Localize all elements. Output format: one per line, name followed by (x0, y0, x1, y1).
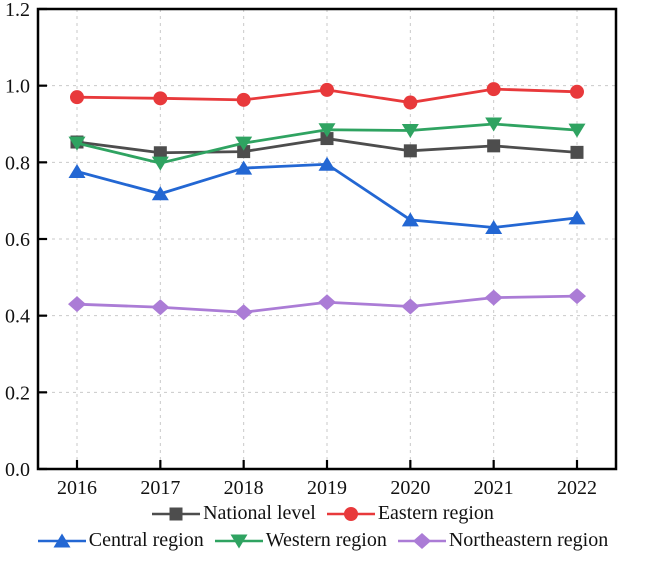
triangle-up-marker (568, 210, 586, 225)
square-marker (169, 507, 183, 520)
triangle-up-marker (68, 164, 86, 179)
y-tick-label: 1.2 (5, 0, 30, 21)
circle-marker (153, 91, 168, 106)
square-marker (487, 139, 501, 153)
diamond-marker (412, 532, 431, 549)
square-marker-icon (152, 507, 201, 520)
diamond-marker (484, 289, 503, 306)
y-tick-label: 0.0 (5, 459, 30, 481)
triangle-up-marker (401, 212, 419, 227)
diamond-marker (151, 299, 170, 316)
series-central-region (68, 156, 586, 234)
triangle-up-marker (235, 160, 253, 175)
x-tick-label: 2022 (557, 477, 597, 499)
series-eastern-region (70, 82, 584, 110)
square-marker (237, 145, 251, 159)
x-tick-label: 2016 (57, 477, 97, 499)
circle-marker (486, 82, 501, 97)
legend-item-northeastern-region: Northeastern region (397, 529, 608, 552)
series-line (76, 162, 578, 229)
legend-label-eastern-region: Eastern region (377, 502, 494, 524)
legend-item-national-level: National level (151, 502, 316, 525)
triangle-up-marker-icon (37, 533, 86, 547)
circle-marker (570, 84, 584, 99)
square-marker (153, 146, 167, 160)
triangle-down-marker (230, 534, 248, 548)
x-tick-label: 2021 (474, 477, 514, 499)
circle-marker (236, 92, 251, 107)
circle-marker-icon (326, 506, 375, 521)
plot-area: 0.0 0.2 0.4 0.6 0.8 1.0 1.2 2016 2017 2018 2019 202… (5, 0, 618, 499)
diamond-marker-icon (397, 532, 446, 549)
square-marker (403, 144, 417, 158)
square-marker (320, 132, 334, 146)
legend-label-western-region: Western region (265, 529, 387, 551)
triangle-down-marker (235, 136, 253, 151)
y-tick-label: 0.6 (5, 229, 30, 251)
diamond-marker (68, 296, 86, 313)
x-tick-label: 2019 (307, 477, 347, 499)
x-tick-label: 2017 (140, 477, 180, 499)
legend-row-top: National level Eastern region (151, 502, 494, 525)
x-tick-label: 2018 (224, 477, 264, 499)
triangle-up-marker (485, 220, 503, 234)
square-marker (570, 145, 584, 159)
legend-row-bottom: Central region Western region Northeaste… (37, 529, 608, 552)
triangle-down-marker (68, 136, 86, 151)
triangle-down-marker-icon (214, 534, 263, 548)
x-tick-label: 2020 (390, 477, 430, 499)
y-tick-label: 1.0 (5, 76, 30, 98)
legend-label-national-level: National level (203, 502, 316, 524)
series-western-region (68, 117, 586, 171)
triangle-up-marker (53, 533, 71, 547)
diamond-marker (318, 294, 336, 311)
series-northeastern-region (68, 288, 586, 321)
diamond-marker (234, 304, 253, 321)
triangle-down-marker (401, 124, 419, 139)
legend-label-northeastern-region: Northeastern region (448, 529, 609, 551)
circle-marker (403, 95, 418, 110)
triangle-up-marker (151, 186, 169, 201)
diamond-marker (568, 288, 586, 305)
circle-marker (70, 90, 84, 105)
triangle-down-marker (318, 123, 336, 138)
triangle-up-marker (318, 156, 336, 171)
chart-legend: National level Eastern region Central re… (0, 502, 645, 552)
legend-item-eastern-region: Eastern region (326, 502, 494, 525)
circle-marker (343, 506, 358, 521)
y-tick-label: 0.4 (5, 306, 30, 328)
legend-item-central-region: Central region (37, 529, 204, 552)
legend-label-central-region: Central region (88, 529, 204, 551)
circle-marker (320, 82, 334, 97)
triangle-down-marker (151, 156, 169, 171)
y-tick-label: 0.2 (5, 382, 30, 404)
y-tick-label: 0.8 (5, 152, 30, 174)
triangle-down-marker (568, 123, 586, 138)
legend-item-western-region: Western region (214, 529, 387, 552)
triangle-down-marker (485, 117, 503, 132)
diamond-marker (401, 298, 420, 315)
plot-frame (36, 7, 618, 471)
